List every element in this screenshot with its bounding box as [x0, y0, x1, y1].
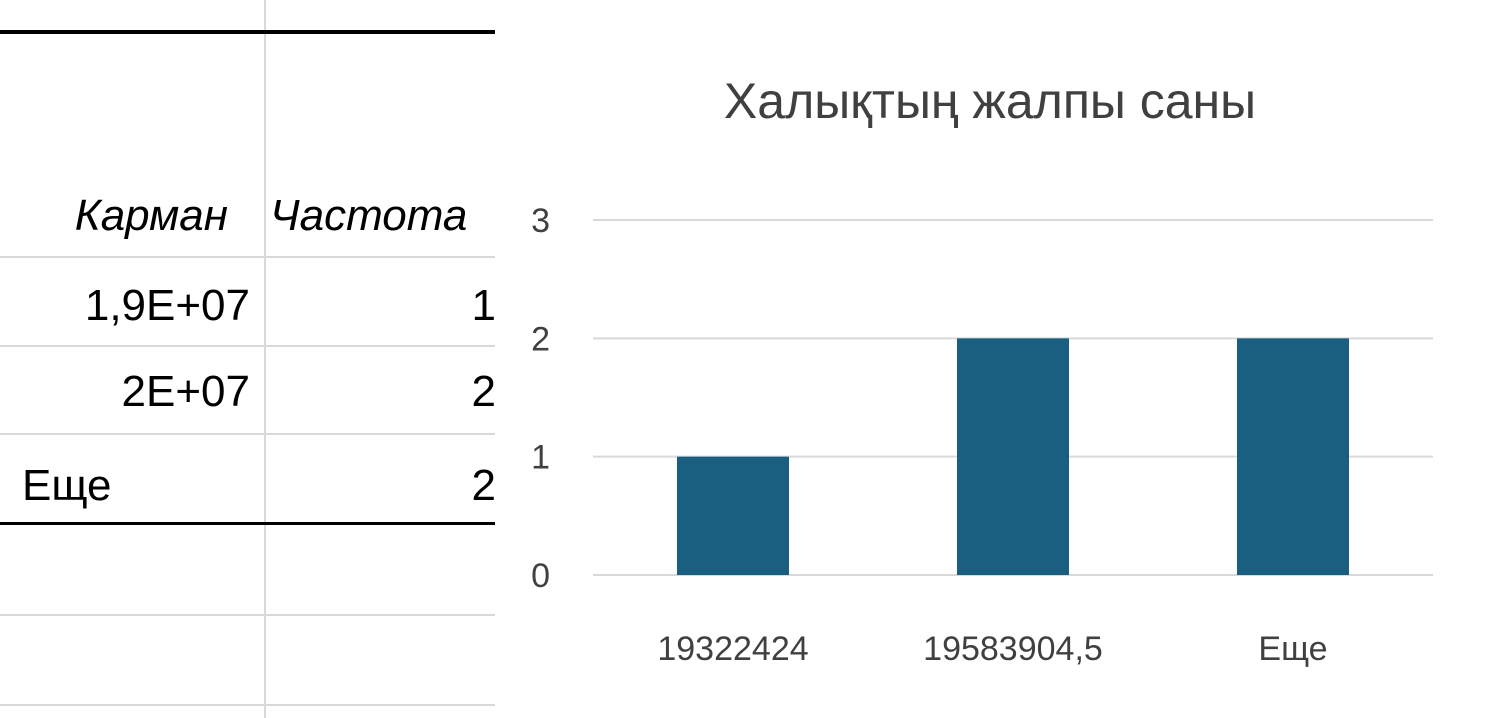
y-tick-label: 2	[531, 320, 550, 358]
y-tick-label: 3	[531, 202, 550, 240]
x-category-label: 19322424	[657, 630, 808, 668]
chart-title: Халықтың жалпы саны	[724, 73, 1256, 129]
x-category-label: Еще	[1258, 630, 1327, 668]
row-divider	[0, 614, 495, 616]
y-tick-label: 0	[531, 557, 550, 595]
row-divider	[0, 433, 495, 435]
bar[interactable]	[677, 456, 789, 575]
bar[interactable]	[957, 338, 1069, 575]
frequency-cell[interactable]: 2	[471, 367, 495, 416]
bars	[677, 338, 1349, 575]
bar[interactable]	[1237, 338, 1349, 575]
y-tick-label: 1	[531, 439, 550, 477]
header-bin-cell[interactable]: Карман	[74, 191, 228, 240]
frequency-cell[interactable]: 1	[471, 281, 495, 330]
header-frequency-cell[interactable]: Частота	[270, 191, 468, 240]
column-divider	[264, 0, 266, 718]
row-divider	[0, 704, 495, 706]
table-top-border	[0, 30, 495, 34]
bin-cell[interactable]: Еще	[22, 461, 112, 510]
row-divider	[0, 256, 495, 258]
x-axis-labels: 19322424 19583904,5 Еще	[657, 630, 1327, 668]
histogram-chart[interactable]: Халықтың жалпы саны 0 1 2 3 19322424 1958390…	[495, 0, 1489, 718]
row-divider	[0, 345, 495, 347]
bin-cell[interactable]: 2E+07	[121, 367, 250, 416]
frequency-cell[interactable]: 2	[471, 461, 495, 510]
chart-canvas: Халықтың жалпы саны 0 1 2 3 19322424 1958390…	[531, 73, 1433, 668]
bin-cell[interactable]: 1,9E+07	[84, 281, 250, 330]
table-bottom-border	[0, 522, 495, 525]
y-axis-labels: 0 1 2 3	[531, 202, 550, 595]
spreadsheet-grid: Карман Частота 1,9E+07 1 2E+07 2 Еще 2	[0, 0, 495, 718]
x-category-label: 19583904,5	[923, 630, 1103, 668]
